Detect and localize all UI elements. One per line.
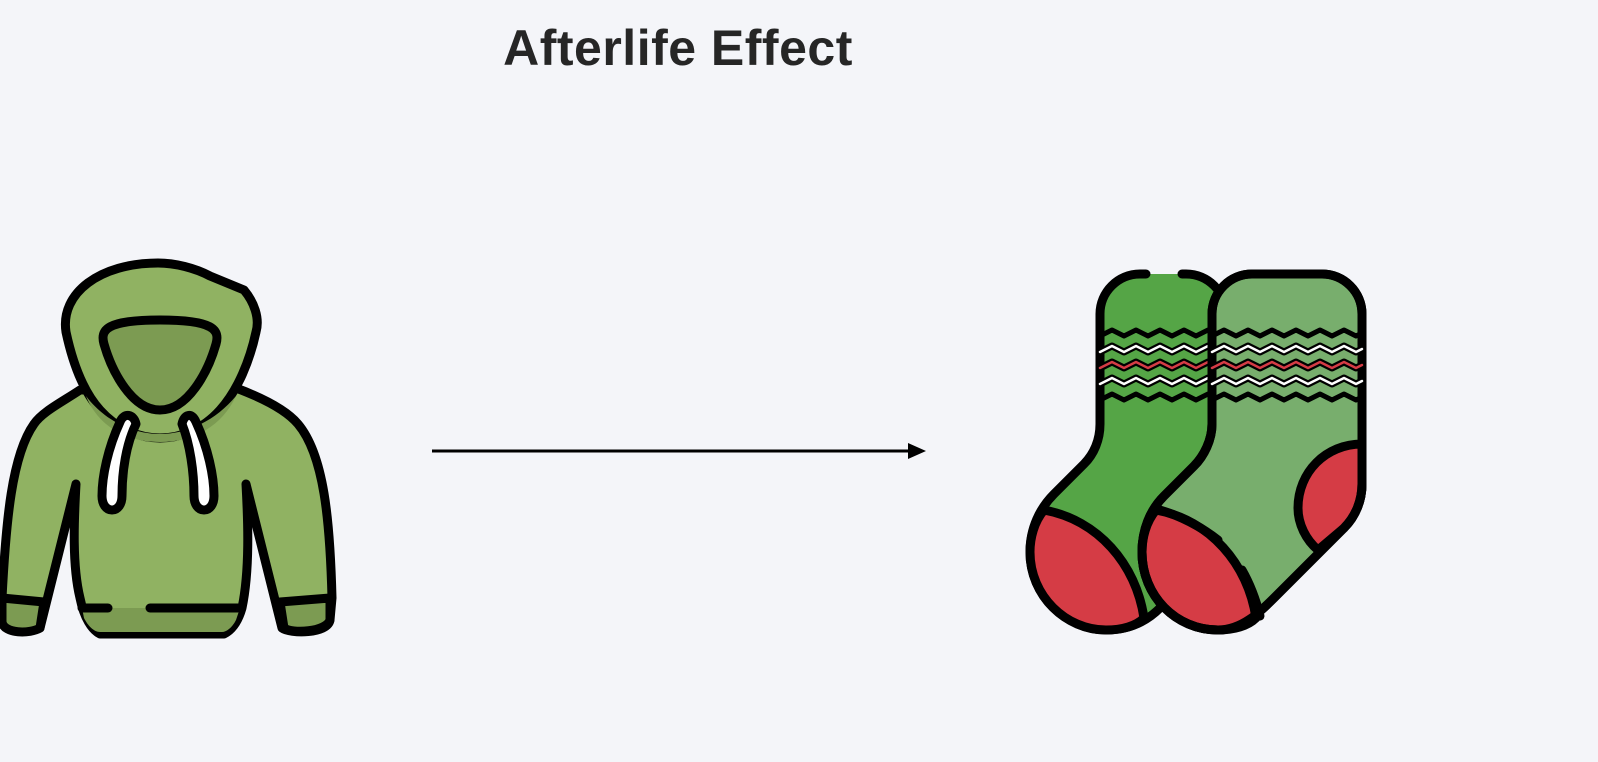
- socks-icon: [1030, 274, 1362, 630]
- arrow-connector: [432, 443, 926, 459]
- hoodie-cuff-right: [280, 598, 330, 631]
- arrow-head-icon: [908, 443, 926, 459]
- hoodie-icon: [2, 263, 332, 634]
- hoodie-cuff-left: [2, 598, 44, 632]
